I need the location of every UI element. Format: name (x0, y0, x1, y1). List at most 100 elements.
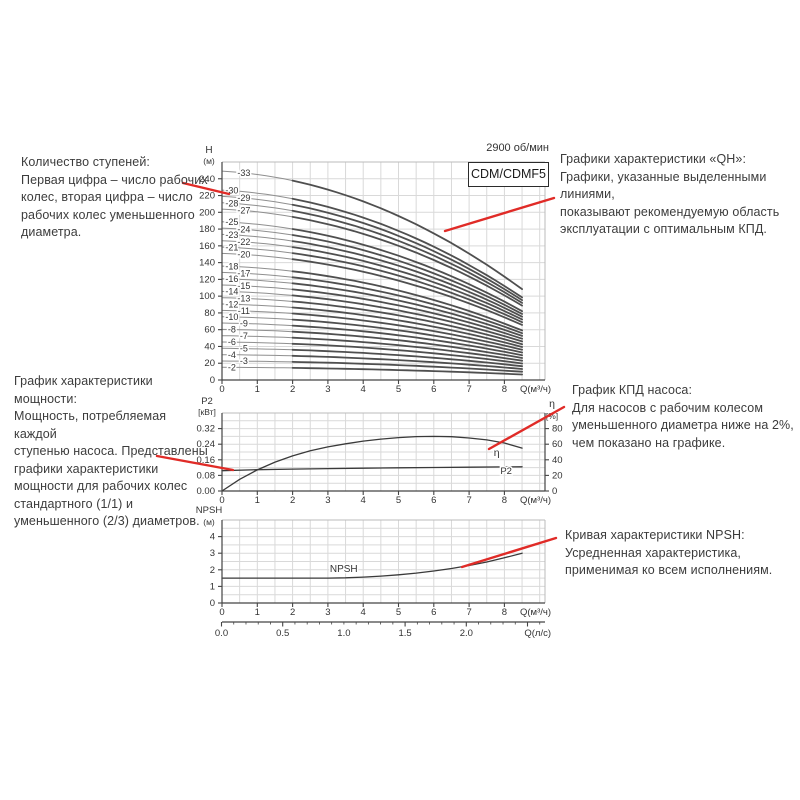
svg-text:[кВт]: [кВт] (198, 407, 216, 417)
qh-curve-thin-5 (221, 347, 294, 351)
qh-curve-thin-20 (221, 252, 294, 260)
svg-text:Q(м³/ч): Q(м³/ч) (520, 384, 551, 395)
svg-text:4: 4 (361, 607, 366, 618)
qh-curve-14 (291, 294, 523, 343)
qh-curve-label--9: -9 (240, 319, 248, 329)
svg-text:8: 8 (502, 495, 507, 506)
svg-text:120: 120 (199, 274, 215, 285)
qh-curve-thin-15 (221, 284, 294, 290)
svg-text:1: 1 (255, 607, 260, 618)
qh-curve-24 (291, 234, 523, 315)
svg-text:η: η (549, 398, 555, 410)
qh-curve-10 (291, 318, 523, 354)
qh-curve-6 (291, 342, 523, 365)
qh-curve-label--12: -12 (225, 299, 238, 309)
qh-curve-label--7: -7 (240, 331, 248, 341)
svg-text:4: 4 (361, 495, 366, 506)
qh-curve-label--18: -18 (225, 261, 238, 271)
svg-text:6: 6 (431, 384, 436, 395)
qh-curve-label--10: -10 (225, 312, 238, 322)
pe-curves: ηP2 (221, 435, 523, 492)
svg-text:7: 7 (466, 495, 471, 506)
qh-curve-label--29: -29 (237, 193, 250, 203)
qh-curve-label--25: -25 (225, 217, 238, 227)
svg-text:Q(м³/ч): Q(м³/ч) (520, 495, 551, 506)
svg-text:0.0: 0.0 (215, 628, 228, 639)
svg-text:0: 0 (219, 495, 224, 506)
qh-curve-label--22: -22 (237, 237, 250, 247)
qh-curve-thin-17 (221, 271, 294, 278)
np-curves: NPSH (221, 552, 523, 579)
svg-text:NPSH: NPSH (196, 505, 223, 516)
qh-curve-label--16: -16 (225, 274, 238, 284)
qh-curve-label--21: -21 (225, 242, 238, 252)
svg-text:3: 3 (210, 548, 215, 559)
svg-text:4: 4 (210, 532, 215, 543)
qh-curve-thin-10 (221, 316, 294, 321)
svg-text:5: 5 (396, 495, 401, 506)
svg-text:140: 140 (199, 258, 215, 269)
qh-curve-label--11: -11 (238, 306, 250, 316)
qh-curve-label--24: -24 (237, 224, 250, 234)
svg-text:0.24: 0.24 (197, 439, 216, 450)
svg-text:Q(м³/ч): Q(м³/ч) (520, 607, 551, 618)
annotation-qh-curves: Графики характеристики «QH»: Графики, ук… (560, 152, 780, 236)
qh-curve-4 (291, 354, 523, 370)
annotation-connector-1 (181, 181, 231, 196)
qh-curve-16 (291, 282, 523, 337)
svg-text:240: 240 (199, 174, 215, 185)
qh-curve-thin-2 (221, 366, 294, 369)
svg-text:40: 40 (552, 455, 563, 466)
qh-curve-thin-9 (221, 322, 294, 327)
qh-curve-28 (291, 209, 523, 304)
qh-curve-thin-7 (221, 335, 294, 339)
svg-text:2.0: 2.0 (460, 628, 473, 639)
qh-curve-3 (291, 360, 523, 373)
svg-text:3: 3 (325, 384, 330, 395)
svg-text:2: 2 (210, 565, 215, 576)
pe-curve-P2 (221, 466, 523, 472)
svg-text:2: 2 (290, 384, 295, 395)
svg-text:0.00: 0.00 (197, 486, 216, 497)
qh-curve-thin-3 (221, 360, 294, 363)
qh-curve-thin-8 (221, 328, 294, 333)
qh-curve-2 (291, 366, 523, 376)
annotation-efficiency-curve: График КПД насоса: Для насосов с рабочим… (572, 383, 794, 450)
qh-curve-thin-25 (221, 221, 294, 230)
qh-curve-label--14: -14 (225, 287, 238, 297)
np-grid (222, 520, 545, 603)
annotation-connector-4 (487, 405, 566, 451)
qh-curve-label--33: -33 (237, 168, 250, 178)
qh-axes: 0 20 40 60 80 100 120 140 160 180 200 220 240 0 1 2 3 4 5 6… (199, 145, 551, 395)
npsh-curve (221, 552, 523, 579)
qh-curve-thin-21 (221, 246, 294, 254)
qh-curve-thin-29 (221, 195, 294, 206)
qh-curve-label--4: -4 (228, 350, 236, 360)
qh-curve-label--23: -23 (225, 230, 238, 240)
pe-axes: 0.00 0.08 0.16 0.24 0.32 0 20 40 60 80 0 1 2 3 4 5 6 7 8 Q(… (197, 396, 563, 506)
svg-text:P2: P2 (201, 396, 213, 407)
svg-text:200: 200 (199, 207, 215, 218)
svg-text:6: 6 (431, 607, 436, 618)
annotation-connectors (155, 181, 566, 569)
svg-text:1: 1 (255, 495, 260, 506)
qh-curve-15 (291, 288, 523, 340)
svg-text:60: 60 (204, 325, 215, 336)
svg-text:100: 100 (199, 291, 215, 302)
qh-curve-label--2: -2 (228, 362, 236, 372)
svg-text:3: 3 (325, 607, 330, 618)
qh-curve-12 (291, 306, 523, 348)
svg-text:3: 3 (325, 495, 330, 506)
qh-curve-label--28: -28 (225, 198, 238, 208)
svg-text:0: 0 (219, 607, 224, 618)
svg-text:40: 40 (204, 341, 215, 352)
svg-text:5: 5 (396, 607, 401, 618)
svg-text:0.32: 0.32 (197, 424, 216, 435)
model-name-box: CDM/CDMF5 (468, 162, 549, 187)
svg-text:7: 7 (466, 384, 471, 395)
qh-curves (221, 170, 523, 376)
rpm-label: 2900 об/мин (486, 142, 549, 154)
qh-curve-thin-24 (221, 227, 294, 236)
qh-curve-label--3: -3 (240, 356, 248, 366)
